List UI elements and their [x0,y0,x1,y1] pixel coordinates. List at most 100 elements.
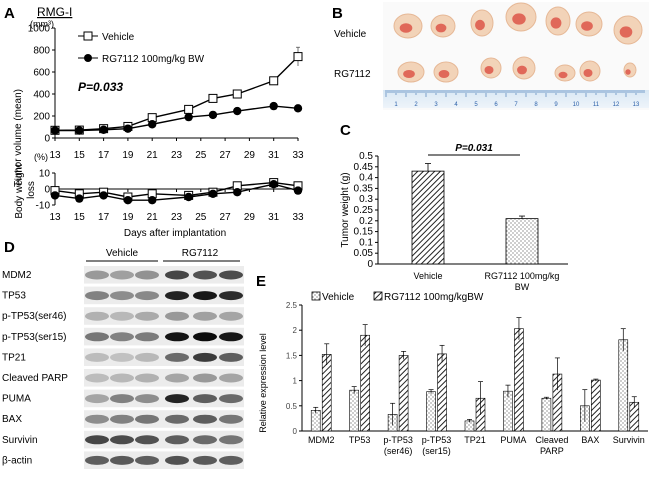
x-category-label: TP53 [349,435,371,445]
blot-band [219,332,243,342]
bar-0 [411,170,445,265]
y-tick-label: 2.5 [286,301,298,310]
ruler [383,90,649,108]
blot-band [219,352,243,362]
data-point-rg [75,126,84,135]
blot-band [193,455,217,465]
ruler-number: 1 [394,102,398,108]
expr-legend-vehicle: Vehicle [322,292,355,303]
tumor-blood [619,26,633,38]
blot-band [193,373,217,383]
bar-rg [514,328,524,432]
x-tick-label: 13 [49,150,61,161]
x-tick-label: 25 [195,150,207,161]
x-tick-label: 33 [292,212,304,223]
x-tick-label: 21 [147,150,159,161]
y-tick-label: 0.45 [354,162,374,173]
volume-series [50,46,303,135]
blot-band [219,414,243,424]
x-category-label: Cleaved [535,435,568,445]
bw-series [50,178,303,205]
weight-cat-rg-line1: RG7112 100mg/kg [485,271,560,281]
x-category-label: PARP [540,446,564,456]
blot-band [165,291,189,301]
bar-rg [321,354,332,432]
y-tick-label: 200 [33,112,50,123]
x-tick-label: 29 [244,212,256,223]
bar-1 [505,218,539,265]
weight-ylabel: Tumor weight (g) [340,172,351,247]
x-tick-label: 17 [98,150,110,161]
y-tick-label: 0 [367,259,373,270]
blot-band [219,435,243,445]
tumor-blood [484,66,494,74]
blot-label: TP53 [2,291,26,302]
data-point-rg [123,124,133,133]
blot-band [135,291,159,301]
tumor-blood [399,23,413,33]
tumor-specimens [393,2,643,83]
weight-cat-rg-line2: BW [515,282,530,292]
x-tick-label: 13 [49,212,61,223]
x-tick-label: 17 [98,212,110,223]
blot-band [219,291,243,301]
legend-rg-marker [84,54,92,62]
bar-vehicle [349,389,359,432]
blot-group-rg: RG7112 [182,248,219,259]
y-tick-label: 0.15 [354,227,374,238]
blot-band [219,455,243,465]
blot-group-vehicle: Vehicle [106,248,139,259]
tumor-blood [435,23,447,33]
ruler-number: 13 [633,102,640,108]
tumor-blood [403,70,415,78]
data-point-vehicle [184,104,194,114]
data-point-rg [50,191,60,200]
y-tick-label: 0.1 [359,237,373,248]
bw-ylabel-line1: Body weight [14,164,25,219]
data-point-rg [269,180,278,189]
data-point-rg [184,112,193,122]
blot-band [193,270,217,280]
x-category-label: BAX [581,435,599,445]
data-point-rg [148,120,157,129]
blot-band [85,270,109,280]
expr-legend: Vehicle RG7112 100mg/kgBW [311,291,484,303]
tumor-blood [550,17,562,29]
blot-strip [84,307,244,325]
blot-band [165,455,189,465]
blot-band [219,373,243,383]
y-tick-label: 0 [44,185,50,196]
tumor-blood [512,13,526,25]
volume-ylabel: Tumor volume (mean) [13,89,24,187]
blot-band [219,311,243,321]
cell-line-label: RMG-I [37,5,72,19]
data-point-vehicle [269,76,279,86]
series-line-0 [54,56,299,131]
blot-band [135,414,159,424]
ruler-number: 12 [613,102,620,108]
y-tick-label: 800 [33,46,50,57]
ruler-number: 9 [554,102,558,108]
x-category-label: MDM2 [308,435,335,445]
legend-vehicle-swatch [311,291,321,301]
blot-band [219,394,243,404]
blot-label: Survivin [2,435,38,446]
blot-band [85,311,109,321]
bar-vehicle [426,391,436,432]
volume-axes: 0 200 400 600 800 1000 13 15 17 19 21 23 25 27 29 31 33 [28,24,304,162]
data-point-rg [293,104,303,113]
y-tick-label: 0.5 [359,151,373,162]
data-point-rg [208,110,218,120]
bw-ylabel: Body weight loss [14,161,37,218]
y-tick-label: 2 [293,326,298,335]
ruler-number: 7 [514,102,518,108]
blot-band [135,455,159,465]
bar-rg [437,353,447,432]
data-point-rg [184,192,193,202]
y-tick-label: 400 [33,90,50,101]
expr-legend-rg: RG7112 100mg/kgBW [384,292,484,303]
x-category-label: p-TP53 [422,435,452,445]
blot-band [135,311,159,321]
data-point-vehicle [293,52,303,62]
x-category-label: Survivin [613,435,645,445]
